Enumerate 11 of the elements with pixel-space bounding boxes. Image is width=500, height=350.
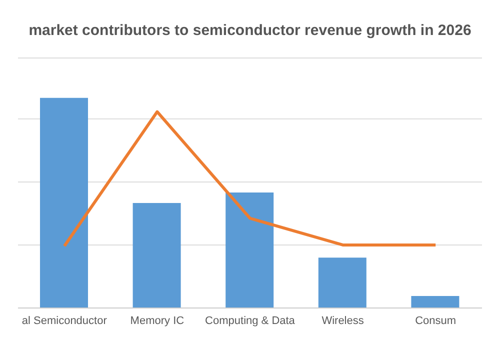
bar bbox=[411, 296, 460, 308]
x-tick-label: Computing & Data bbox=[205, 314, 296, 327]
bar bbox=[226, 192, 274, 308]
x-tick-label: al Semiconductor bbox=[22, 314, 108, 327]
chart-title: market contributors to semiconductor revenue growth in 2026 bbox=[28, 21, 472, 41]
x-tick-label: Wireless bbox=[322, 314, 364, 327]
bar bbox=[40, 98, 88, 308]
x-tick-label: Consum bbox=[415, 314, 456, 327]
x-tick-label: Memory IC bbox=[130, 314, 184, 327]
bar bbox=[318, 258, 366, 308]
bar bbox=[132, 202, 181, 308]
